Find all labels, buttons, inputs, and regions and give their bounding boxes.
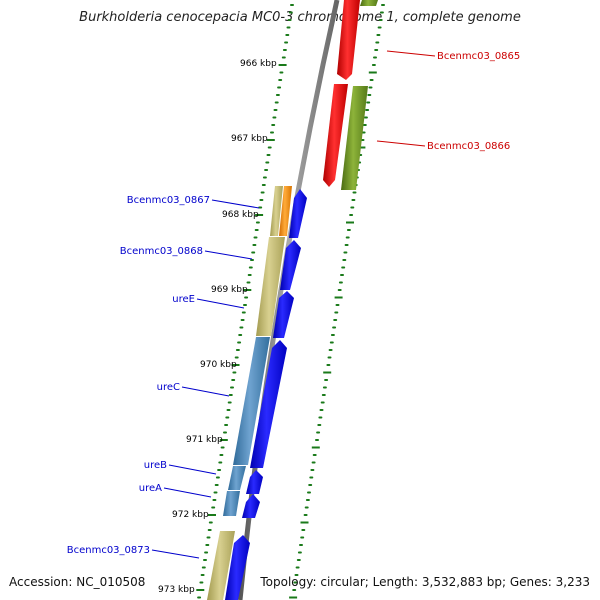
cds-ureC[interactable] — [233, 337, 270, 465]
cds-Bcenmc03_0866[interactable] — [341, 86, 368, 190]
gene-label-Bcenmc03_0865[interactable]: Bcenmc03_0865 — [437, 51, 520, 62]
reverse-strand-features — [207, 186, 307, 600]
leader-Bcenmc03_0873 — [151, 549, 200, 559]
leader-ureB — [168, 464, 217, 475]
cds-ureE[interactable] — [273, 291, 294, 338]
gene-label-Bcenmc03_0866[interactable]: Bcenmc03_0866 — [427, 141, 510, 152]
tick-label-970: 970 kbp — [200, 360, 237, 370]
tick-marks-outer — [289, 4, 385, 599]
tick-label-968: 968 kbp — [222, 210, 259, 220]
leader-Bcenmc03_0866 — [376, 140, 426, 147]
cds-Bcenmc03_0867-orange[interactable] — [279, 186, 292, 236]
leader-ureE — [196, 298, 245, 309]
leader-ureC — [181, 386, 230, 397]
cds-blue-3[interactable] — [250, 340, 287, 468]
map-title: Burkholderia cenocepacia MC0-3 chromosom… — [79, 10, 521, 25]
cds-red-lower[interactable] — [323, 84, 348, 187]
gene-label-Bcenmc03_0867[interactable]: Bcenmc03_0867 — [127, 195, 210, 206]
leader-Bcenmc03_0865 — [386, 50, 436, 57]
tick-label-972: 972 kbp — [172, 510, 209, 520]
cds-blue-2[interactable] — [280, 240, 301, 290]
gene-label-Bcenmc03_0873[interactable]: Bcenmc03_0873 — [67, 545, 150, 556]
tick-label-971: 971 kbp — [186, 435, 223, 445]
cds-blue-1[interactable] — [289, 189, 307, 238]
cds-ureB-steel[interactable] — [228, 466, 246, 490]
forward-strand-features — [323, 0, 378, 190]
gene-label-ureC[interactable]: ureC — [157, 382, 180, 393]
cds-blue-4[interactable] — [225, 535, 250, 600]
cds-Bcenmc03_0865[interactable] — [337, 0, 360, 80]
tick-label-969: 969 kbp — [211, 285, 248, 295]
cds-Bcenmc03_0867-khaki[interactable] — [270, 186, 283, 236]
gene-label-Bcenmc03_0868[interactable]: Bcenmc03_0868 — [120, 246, 203, 257]
cds-Bcenmc03_0873[interactable] — [207, 531, 235, 600]
cds-Bcenmc03_0868[interactable] — [256, 237, 285, 336]
accession-text: Accession: NC_010508 — [9, 575, 146, 589]
gene-label-lines — [151, 50, 436, 559]
gene-labels: Bcenmc03_0865 Bcenmc03_0866 Bcenmc03_086… — [67, 51, 521, 556]
tick-label-967: 967 kbp — [231, 134, 268, 144]
gene-label-ureE[interactable]: ureE — [172, 294, 195, 305]
cds-ureB[interactable] — [246, 470, 263, 494]
leader-ureA — [163, 487, 212, 498]
cds-olive-top — [360, 0, 378, 6]
tick-label-973: 973 kbp — [158, 585, 195, 595]
gene-label-ureB[interactable]: ureB — [144, 460, 167, 471]
tick-labels: 966 kbp 967 kbp 968 kbp 969 kbp 970 kbp … — [158, 59, 277, 595]
cds-ureA-steel[interactable] — [223, 491, 240, 516]
tick-label-966: 966 kbp — [240, 59, 277, 69]
genome-summary-text: Topology: circular; Length: 3,532,883 bp… — [260, 575, 590, 589]
leader-Bcenmc03_0868 — [204, 250, 253, 260]
gene-label-ureA[interactable]: ureA — [139, 483, 162, 494]
cds-ureA[interactable] — [242, 494, 260, 518]
leader-Bcenmc03_0867 — [211, 199, 260, 209]
tick-marks-inner — [196, 4, 294, 599]
